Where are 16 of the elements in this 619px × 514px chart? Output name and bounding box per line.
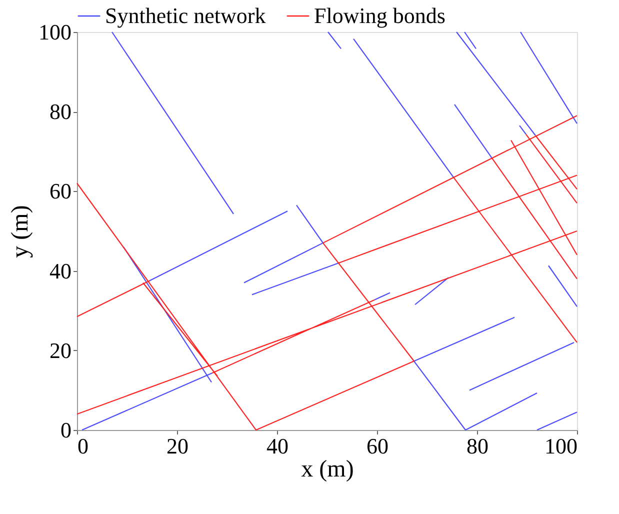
y-tick-label: 60 — [50, 178, 72, 204]
x-tick-label: 0 — [78, 434, 88, 458]
legend-label: Synthetic network — [105, 3, 266, 28]
x-tick-label: 40 — [266, 434, 288, 458]
y-tick-label: 20 — [50, 338, 72, 363]
x-tick-label: 80 — [466, 434, 488, 458]
y-axis-title: y (m) — [8, 205, 34, 258]
y-tick-label: 0 — [60, 418, 72, 442]
x-tick-label: 60 — [366, 434, 388, 458]
y-tick-label: 40 — [50, 258, 72, 284]
x-axis-title: x (m) — [301, 456, 354, 482]
y-tick-label: 80 — [50, 99, 72, 124]
x-tick-label: 100 — [544, 434, 578, 458]
x-tick-label: 20 — [166, 434, 188, 458]
legend-label: Flowing bonds — [314, 3, 446, 28]
y-tick-label: 100 — [38, 20, 72, 44]
